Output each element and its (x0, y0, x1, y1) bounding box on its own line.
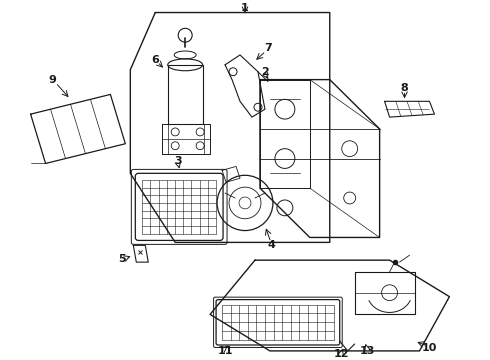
Text: 7: 7 (264, 43, 272, 53)
Text: 3: 3 (174, 157, 182, 166)
Text: 5: 5 (119, 254, 126, 264)
Text: 11: 11 (217, 346, 233, 356)
Bar (168, 65, 203, 124)
Text: 4: 4 (268, 240, 276, 250)
Text: 6: 6 (151, 55, 159, 65)
Text: 13: 13 (360, 346, 375, 356)
FancyBboxPatch shape (216, 300, 340, 345)
Text: 12: 12 (334, 349, 349, 359)
FancyBboxPatch shape (135, 173, 223, 240)
Text: 2: 2 (261, 67, 269, 77)
Text: 8: 8 (401, 82, 409, 93)
Text: 1: 1 (241, 3, 249, 13)
Text: 9: 9 (49, 75, 56, 85)
Text: 10: 10 (422, 343, 437, 353)
